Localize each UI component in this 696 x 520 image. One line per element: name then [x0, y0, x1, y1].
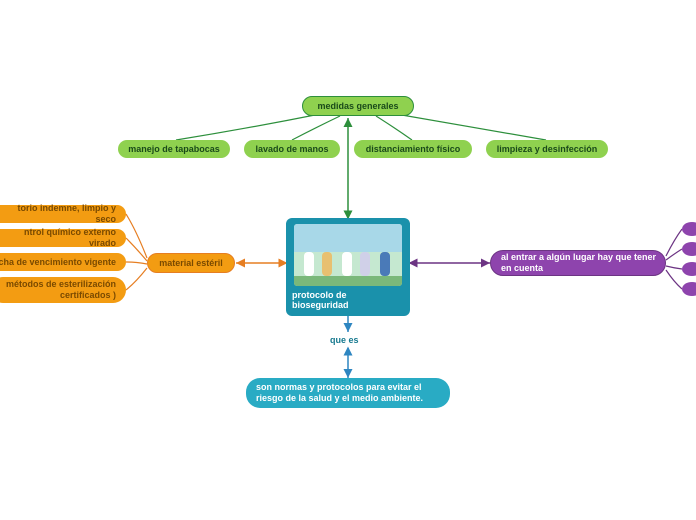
label: métodos de esterilización certificados ): [0, 279, 116, 301]
label: lavado de manos: [255, 144, 328, 155]
node-right-parent: al entrar a algún lugar hay que tener en…: [490, 250, 666, 276]
node-left-3: cha de vencimiento vigente: [0, 253, 126, 271]
node-right-bubble-4: [682, 282, 696, 296]
label: son normas y protocolos para evitar el r…: [256, 382, 440, 404]
center-label: protocolo de bioseguridad: [292, 290, 404, 310]
node-left-1: torio indemne, limpio y seco: [0, 205, 126, 223]
node-right-bubble-2: [682, 242, 696, 256]
label: torio indemne, limpio y seco: [0, 203, 116, 225]
label: cha de vencimiento vigente: [0, 257, 116, 268]
node-limpieza: limpieza y desinfección: [486, 140, 608, 158]
node-right-bubble-3: [682, 262, 696, 276]
node-lavado-manos: lavado de manos: [244, 140, 340, 158]
node-left-4: métodos de esterilización certificados ): [0, 277, 126, 303]
center-illustration: [294, 224, 402, 286]
node-left-2: ntrol químico externo virado: [0, 229, 126, 247]
node-material-esteril: material estéril: [147, 253, 235, 273]
label: distanciamiento físico: [366, 144, 461, 155]
node-distanciamiento: distanciamiento físico: [354, 140, 472, 158]
node-descripcion: son normas y protocolos para evitar el r…: [246, 378, 450, 408]
node-medidas-generales: medidas generales: [302, 96, 414, 116]
label: al entrar a algún lugar hay que tener en…: [501, 252, 657, 274]
label: que es: [330, 335, 359, 345]
label-que-es: que es: [330, 335, 359, 345]
node-manejo-tapabocas: manejo de tapabocas: [118, 140, 230, 158]
label: medidas generales: [317, 101, 398, 112]
node-center-protocolo: protocolo de bioseguridad: [286, 218, 410, 316]
label: ntrol químico externo virado: [0, 227, 116, 249]
label: limpieza y desinfección: [497, 144, 598, 155]
label: material estéril: [159, 258, 223, 269]
label: manejo de tapabocas: [128, 144, 220, 155]
node-right-bubble-1: [682, 222, 696, 236]
